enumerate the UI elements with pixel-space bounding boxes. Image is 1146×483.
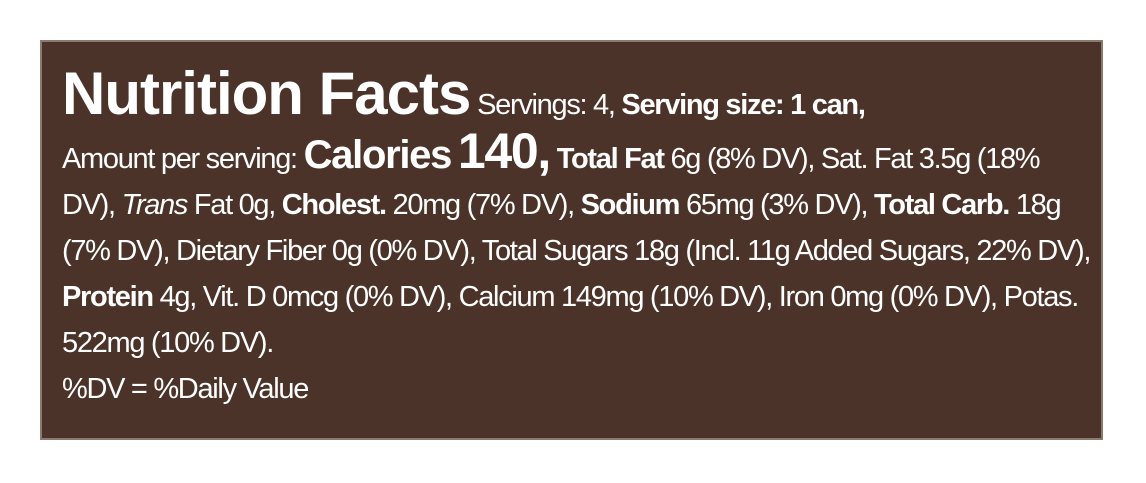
amount-intro: Amount per serving: [62,143,298,175]
nutrient-name: Total Fat [556,143,665,175]
nutrient-amount: 6g (8% DV), [670,143,815,175]
nutrient-name: Trans [121,189,189,221]
nutrient-name: Iron [778,281,825,313]
nutrient-name: Sodium [580,189,681,221]
nutrient-name: Calcium [458,281,556,313]
nutrient-amount: 0g (0% DV), [331,235,477,267]
nutrient-amount: 149mg (10% DV), [561,281,773,313]
nutrient-amount: 0mg (0% DV), [830,281,998,313]
nutrient-name: Total Sugars [481,235,629,267]
nutrient-amount: Fat 0g, [193,189,276,221]
nutrient-name: Dietary Fiber [176,235,326,267]
calories-label: Calories [303,133,453,177]
footnote: %DV = %Daily Value [62,373,309,405]
label-text: Nutrition Facts Servings: 4, Serving siz… [62,64,1092,412]
nutrient-amount: 65mg (3% DV), [685,189,869,221]
nutrient-amount: 0mcg (0% DV), [272,281,453,313]
serving-size: Serving size: 1 can, [621,89,865,121]
title: Nutrition Facts [62,60,471,127]
nutrient-amount: 522mg (10% DV). [62,327,274,359]
calories-value: 140, [457,123,551,179]
nutrition-label: Nutrition Facts Servings: 4, Serving siz… [40,40,1103,440]
nutrient-amount: 3.5g (18% DV), [62,143,1041,221]
nutrient-amount: 20mg (7% DV), [392,189,576,221]
nutrient-name: Vit. D [202,281,267,313]
nutrient-name: Potas. [1003,281,1080,313]
servings: Servings: 4, [477,89,616,121]
nutrient-name: Sat. Fat [820,143,913,175]
nutrient-amount: 18g (7% DV), [62,189,1062,267]
nutrient-amount: 4g, [159,281,198,313]
nutrient-name: Total Carb. [874,189,1010,221]
nutrient-name: Cholest. [281,189,387,221]
nutrient-amount: 18g (Incl. 11g Added Sugars, 22% DV), [634,235,1091,267]
nutrient-name: Protein [62,281,154,313]
